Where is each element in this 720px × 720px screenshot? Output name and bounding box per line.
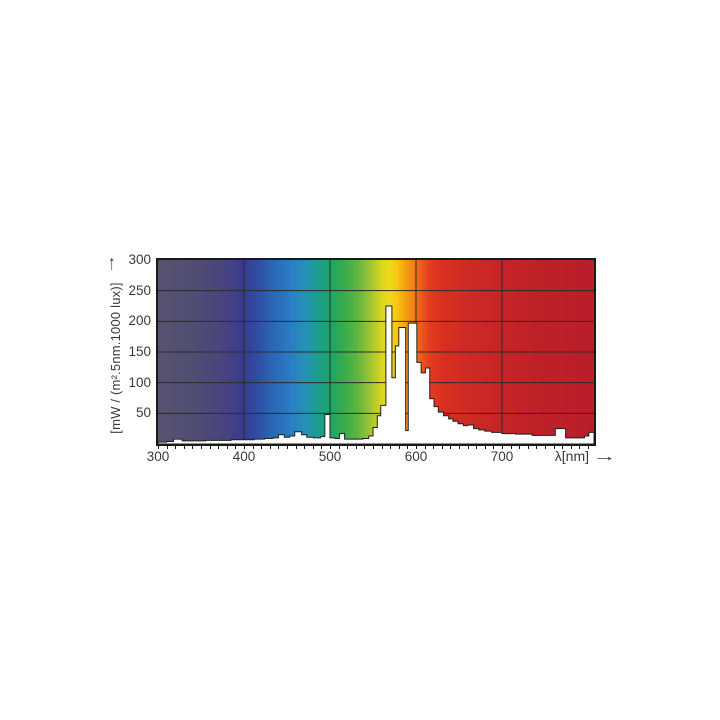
x-minor-tick — [338, 446, 340, 449]
x-minor-tick — [321, 446, 323, 449]
x-minor-tick — [218, 446, 220, 449]
x-minor-tick — [484, 446, 486, 449]
x-minor-tick — [304, 446, 306, 449]
y-tick-label: 250 — [128, 282, 151, 298]
x-minor-tick — [209, 446, 211, 449]
x-minor-tick — [398, 446, 400, 449]
x-minor-tick — [476, 446, 478, 449]
x-minor-tick — [355, 446, 357, 449]
x-axis-label-group: λ[nm] → — [500, 448, 617, 465]
x-minor-tick — [493, 446, 495, 449]
x-minor-tick — [201, 446, 202, 449]
histogram-svg — [158, 260, 594, 444]
x-minor-tick — [579, 446, 581, 449]
y-tick-label: 150 — [128, 344, 151, 359]
x-minor-tick — [510, 446, 512, 449]
y-tick-label: 100 — [128, 374, 151, 390]
x-minor-tick — [287, 446, 288, 449]
x-minor-tick — [381, 446, 383, 449]
x-minor-tick — [441, 446, 443, 449]
x-tick-label: 500 — [318, 449, 342, 464]
x-minor-tick — [407, 446, 409, 449]
x-tick-label: 300 — [146, 449, 170, 464]
x-minor-tick — [527, 446, 529, 449]
x-minor-tick — [158, 446, 159, 449]
x-minor-tick — [536, 446, 538, 449]
x-minor-tick — [450, 446, 452, 449]
x-minor-tick — [553, 446, 555, 449]
y-tick-label: 50 — [135, 405, 151, 421]
x-minor-tick — [166, 446, 168, 449]
x-minor-tick — [252, 446, 254, 449]
x-minor-tick — [269, 446, 271, 449]
x-minor-tick — [570, 446, 572, 449]
x-minor-tick — [244, 446, 245, 449]
x-minor-tick — [347, 446, 349, 449]
x-axis-title: λ[nm] — [554, 448, 589, 464]
x-minor-tick — [467, 446, 469, 449]
spectral-histogram — [158, 306, 594, 444]
x-minor-tick — [175, 446, 177, 449]
x-minor-tick — [545, 446, 546, 449]
x-minor-tick — [183, 446, 185, 449]
x-minor-tick — [433, 446, 435, 449]
x-minor-tick — [424, 446, 426, 449]
x-tick-label: 600 — [404, 449, 428, 464]
x-minor-tick — [364, 446, 366, 449]
x-minor-tick — [278, 446, 280, 449]
x-minor-tick — [588, 446, 589, 449]
plot-area — [156, 258, 596, 446]
x-minor-tick — [562, 446, 564, 449]
x-minor-tick — [192, 446, 194, 449]
y-tick-label: 300 — [128, 252, 151, 267]
x-minor-tick — [459, 446, 460, 449]
x-tick-label: 700 — [490, 449, 514, 464]
x-minor-tick — [519, 446, 521, 449]
x-axis-right-arrow-icon: → — [592, 447, 617, 465]
x-minor-tick — [330, 446, 331, 449]
x-tick-label: 400 — [232, 449, 256, 464]
x-minor-tick — [502, 446, 503, 449]
x-minor-tick — [416, 446, 417, 449]
x-minor-tick — [261, 446, 263, 449]
y-axis-up-arrow-icon: ↑ — [108, 252, 116, 275]
x-minor-tick — [295, 446, 297, 449]
x-axis-minor-ticks — [158, 446, 594, 451]
x-minor-tick — [235, 446, 237, 449]
y-tick-label: 200 — [128, 313, 151, 329]
x-minor-tick — [390, 446, 392, 449]
x-minor-tick — [226, 446, 228, 449]
x-minor-tick — [312, 446, 314, 449]
x-minor-tick — [373, 446, 374, 449]
